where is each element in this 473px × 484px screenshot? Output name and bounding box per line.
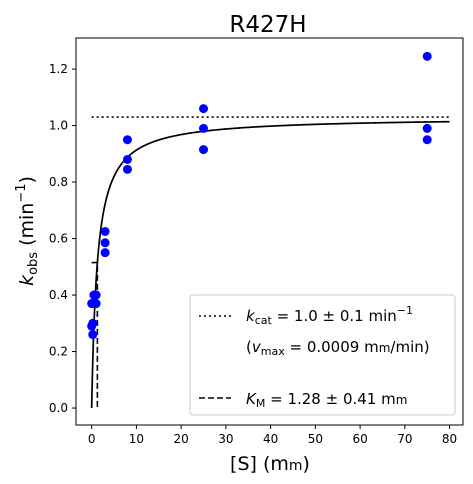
data-point: [88, 318, 98, 328]
x-tick-label: 70: [397, 432, 412, 446]
data-point: [88, 330, 98, 340]
x-tick-label: 40: [263, 432, 278, 446]
fit-curve: [90, 120, 450, 409]
x-axis-label-smallcaps: m: [289, 458, 303, 474]
data-point: [100, 238, 110, 248]
data-point: [100, 248, 110, 258]
data-points: [87, 51, 432, 340]
x-axis-label-main: [S] (m: [230, 453, 289, 475]
y-tick-label: 0.6: [49, 232, 68, 246]
legend-km-label: KM = 1.28 ± 0.41 mm: [246, 390, 407, 410]
plot-area: [75, 37, 464, 426]
y-axis-label-sup: −1: [14, 184, 29, 203]
x-axis-ticks: 0 10 20 30 40 50 60 70 80: [88, 425, 457, 446]
data-point: [100, 227, 110, 236]
x-axis-label: [S] (mm): [230, 453, 310, 475]
y-axis-label: kobs (min−1): [14, 176, 41, 286]
y-axis-label-close: ): [16, 176, 38, 183]
y-tick-label: 0.0: [49, 401, 68, 415]
legend-kcat-label: kcat = 1.0 ± 0.1 min−1: [246, 304, 413, 327]
y-axis-label-unit: (min: [16, 203, 38, 246]
data-point: [122, 154, 132, 164]
legend-vmax-label: (vmax = 0.0009 mm/min): [246, 338, 430, 358]
data-point: [422, 123, 432, 133]
data-point: [91, 290, 101, 300]
x-tick-label: 30: [218, 432, 233, 446]
data-point: [422, 135, 432, 145]
y-axis-label-k: k: [16, 274, 38, 286]
data-point: [122, 164, 132, 174]
x-tick-label: 50: [308, 432, 323, 446]
legend-frame: [189, 294, 456, 416]
x-tick-label: 0: [88, 432, 96, 446]
legend: kcat = 1.0 ± 0.1 min−1 (vmax = 0.0009 mm…: [189, 294, 456, 416]
data-point: [199, 145, 209, 155]
x-tick-label: 20: [173, 432, 188, 446]
chart-title: R427H: [229, 12, 306, 38]
y-tick-label: 0.8: [49, 175, 68, 189]
x-axis-label-tail: ): [303, 453, 310, 475]
data-point: [122, 135, 132, 145]
data-point: [422, 51, 432, 61]
x-tick-label: 60: [352, 432, 367, 446]
fit-lines: [90, 116, 450, 409]
data-point: [199, 123, 209, 133]
y-axis-ticks: 0.0 0.2 0.4 0.6 0.8 1.0 1.2: [49, 62, 76, 415]
y-tick-label: 0.2: [49, 345, 68, 359]
y-axis-label-sub: obs: [26, 252, 41, 275]
x-tick-label: 10: [129, 432, 144, 446]
x-tick-label: 80: [442, 432, 457, 446]
data-point: [91, 299, 101, 309]
data-point: [199, 104, 209, 114]
y-tick-label: 0.4: [49, 288, 68, 302]
y-tick-label: 1.2: [49, 62, 68, 76]
y-tick-label: 1.0: [49, 119, 68, 133]
